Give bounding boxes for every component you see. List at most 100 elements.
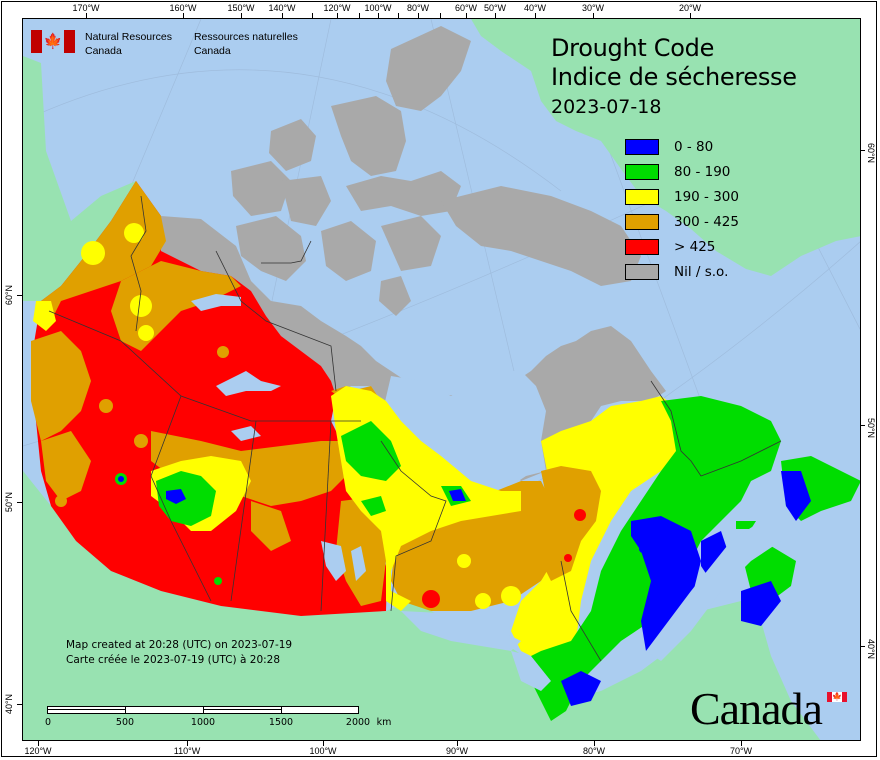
- scale-label: 2000: [345, 717, 371, 728]
- tick-mark: [593, 13, 594, 18]
- usa: [23, 471, 821, 740]
- credit-fr: Carte créée le 2023-07-19 (UTC) à 20:28: [66, 654, 281, 666]
- tick-label: 100°W: [364, 3, 392, 13]
- region-green-blue-west: [115, 471, 222, 585]
- tick-mark: [378, 13, 379, 18]
- tick-label: 150°W: [227, 3, 255, 13]
- region-central: [331, 386, 561, 611]
- department-en-line1: Natural Resources: [85, 31, 172, 43]
- canada-wordmark: Canada: [690, 683, 823, 734]
- tick-mark: [17, 502, 22, 503]
- legend-swatch-green: [625, 163, 659, 180]
- tick-mark: [418, 13, 419, 18]
- tick-label: 170°W: [72, 3, 100, 13]
- title-en: Drought Code: [551, 34, 715, 62]
- tick-mark: [86, 13, 87, 18]
- legend-item: 190 - 300: [625, 184, 739, 209]
- map[interactable]: [22, 18, 861, 741]
- tick-label: 120°W: [24, 746, 52, 756]
- map-title: Drought Code Indice de sécheresse 2023-0…: [551, 34, 797, 121]
- tick-mark: [359, 13, 360, 18]
- tick-mark: [312, 13, 313, 18]
- region-east: [511, 396, 860, 721]
- department-name-en: Natural Resources Canada: [85, 30, 172, 58]
- legend-swatch-gray: [625, 263, 659, 280]
- legend-item: 80 - 190: [625, 159, 739, 184]
- legend-label: 300 - 425: [674, 213, 739, 230]
- tick-label: 60°W: [454, 3, 478, 13]
- tick-mark: [337, 13, 338, 18]
- scale-unit: km: [376, 717, 392, 728]
- tick-label: 40°N: [4, 693, 14, 715]
- department-fr-line1: Ressources naturelles: [193, 31, 298, 43]
- greenland: [471, 19, 860, 276]
- tick-label: 30°W: [581, 3, 605, 13]
- hudson-bay: [384, 371, 546, 486]
- tick-mark: [187, 741, 188, 746]
- tick-label: 50°W: [483, 3, 507, 13]
- legend-label: 190 - 300: [674, 188, 739, 205]
- tick-label: 50°N: [4, 491, 14, 513]
- legend: 0 - 80 80 - 190 190 - 300 300 - 425 > 42…: [625, 134, 739, 284]
- legend-item: > 425: [625, 234, 739, 259]
- title-fr: Indice de sécheresse: [551, 63, 797, 91]
- scale-label: 0: [44, 717, 52, 728]
- tick-label: 40°W: [523, 3, 547, 13]
- tick-label: 90°W: [445, 746, 469, 756]
- canada-flag-icon: 🍁: [31, 30, 75, 53]
- tick-mark: [594, 741, 595, 746]
- tick-mark: [241, 13, 242, 18]
- tick-mark: [183, 13, 184, 18]
- tick-label: 80°W: [582, 746, 606, 756]
- tick-mark: [457, 741, 458, 746]
- wordmark-flag-icon: 🍁: [827, 692, 847, 702]
- tick-label: 100°W: [309, 746, 337, 756]
- department-fr-line2: Canada: [193, 45, 231, 57]
- tick-label: 70°W: [729, 746, 753, 756]
- tick-mark: [495, 13, 496, 18]
- credit-en: Map created at 20:28 (UTC) on 2023-07-19: [66, 639, 293, 651]
- tick-mark: [860, 425, 865, 426]
- tick-mark: [17, 704, 22, 705]
- legend-label: > 425: [674, 238, 716, 255]
- tick-mark: [741, 741, 742, 746]
- tick-mark: [466, 13, 467, 18]
- department-en-line2: Canada: [85, 45, 122, 57]
- scale-label: 500: [115, 717, 135, 728]
- legend-swatch-red: [625, 238, 659, 255]
- scale-label: 1000: [190, 717, 216, 728]
- legend-label: 80 - 190: [674, 163, 731, 180]
- scale-label: 1500: [268, 717, 294, 728]
- tick-mark: [535, 13, 536, 18]
- tick-mark: [860, 646, 865, 647]
- nrcan-signature: 🍁 Natural Resources Canada Ressources na…: [31, 30, 298, 58]
- tick-mark: [38, 741, 39, 746]
- legend-swatch-blue: [625, 138, 659, 155]
- legend-swatch-yellow: [625, 188, 659, 205]
- tick-label: 50°N: [866, 417, 876, 439]
- provincial-borders: [48, 195, 782, 662]
- tick-label: 60°N: [4, 284, 14, 306]
- alaska: [23, 56, 136, 301]
- drought-map-svg: [23, 19, 860, 740]
- tick-label: 110°W: [173, 746, 201, 756]
- tick-label: 120°W: [323, 3, 351, 13]
- legend-item: 300 - 425: [625, 209, 739, 234]
- legend-label: 0 - 80: [674, 138, 714, 155]
- department-name-fr: Ressources naturelles Canada: [194, 30, 298, 58]
- tick-mark: [690, 13, 691, 18]
- tick-label: 160°W: [169, 3, 197, 13]
- tick-mark: [323, 741, 324, 746]
- tick-mark: [282, 13, 283, 18]
- tick-label: 80°W: [406, 3, 430, 13]
- tick-label: 60°N: [866, 142, 876, 164]
- tick-label: 140°W: [268, 3, 296, 13]
- lakes: [191, 294, 801, 691]
- tick-mark: [17, 295, 22, 296]
- tick-mark: [860, 150, 865, 151]
- scale-bar: [47, 706, 359, 714]
- tick-label: 20°W: [678, 3, 702, 13]
- creation-credit: Map created at 20:28 (UTC) on 2023-07-19…: [66, 638, 292, 668]
- tick-label: 40°N: [866, 638, 876, 660]
